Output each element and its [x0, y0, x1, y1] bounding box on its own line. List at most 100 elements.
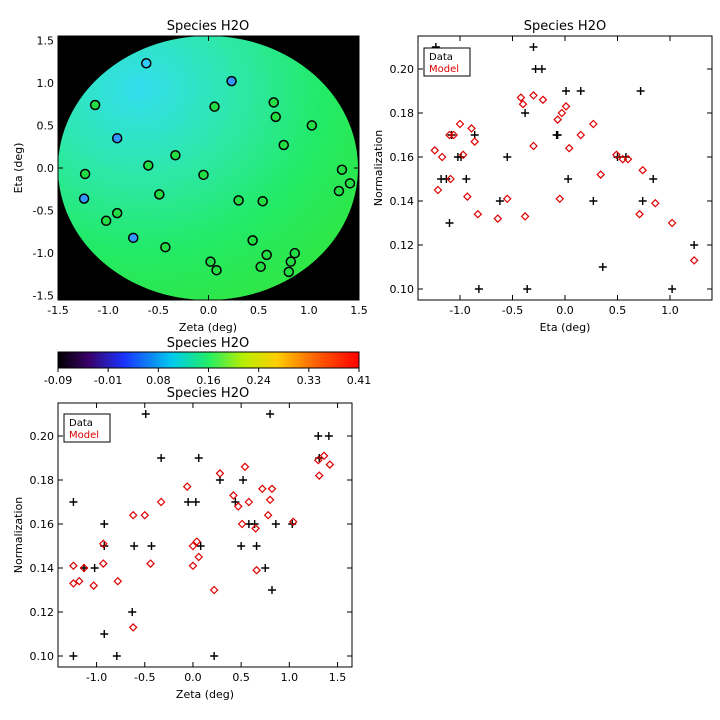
eta-model-point — [589, 119, 598, 129]
eta-ytick-label: 0.10 — [390, 283, 415, 296]
eta-data-point — [495, 197, 504, 205]
eta-ytick-label: 0.14 — [390, 195, 415, 208]
eta-data-point — [636, 87, 645, 95]
zeta-axes: -1.0 -0.5 0.0 0.5 1.0 1.5 0.10 0.12 0.14 0.16 0.18… — [30, 403, 352, 684]
zeta-panel: Species H2O -1.0 -0.5 0.0 0.5 1.0 1.5 0.10 0.12… — [12, 386, 353, 701]
zeta-model-point — [182, 482, 192, 491]
map-point — [79, 168, 91, 180]
zeta-model-point — [215, 469, 225, 478]
map-point — [205, 256, 216, 267]
zeta-legend-data: Data — [69, 418, 93, 429]
eta-data-point — [521, 109, 530, 117]
eta-data-point — [649, 175, 658, 183]
map-point — [344, 178, 356, 189]
eta-model-point — [473, 209, 483, 219]
zeta-model-point — [288, 517, 298, 527]
zeta-model-point — [188, 541, 198, 551]
map-point — [261, 249, 272, 261]
zeta-model-point — [237, 519, 247, 529]
zeta-ytick-label: 0.18 — [30, 474, 55, 487]
map-ytick-label: -1.5 — [33, 290, 54, 303]
eta-data-point — [529, 43, 538, 51]
eta-model-point — [449, 130, 459, 140]
eta-data-point — [576, 87, 585, 95]
eta-data-point — [474, 285, 483, 293]
zeta-ytick-label: 0.12 — [30, 606, 55, 619]
map-point — [111, 207, 123, 219]
map-ytick-label: 1.0 — [37, 77, 55, 90]
zeta-title: Species H2O — [167, 386, 249, 401]
zeta-data-point — [261, 564, 270, 572]
map-ytick-label: 0.5 — [37, 119, 55, 132]
map-point — [270, 111, 281, 123]
eta-data-point — [445, 219, 454, 227]
eta-model-point — [576, 130, 586, 140]
eta-model-point — [518, 99, 528, 109]
zeta-model-point — [69, 561, 78, 571]
eta-xtick-label: -0.5 — [502, 304, 523, 317]
map-point — [198, 169, 209, 181]
eta-data-point — [503, 153, 512, 161]
eta-legend-box — [423, 47, 471, 77]
eta-model-point — [612, 150, 621, 160]
map-ytick-label: 1.5 — [37, 34, 55, 47]
zeta-data-point — [100, 630, 109, 638]
eta-axes: -1.0 -0.5 0.0 0.5 1.0 0.10 0.12 0.14 0.16 0.18 0.2… — [390, 36, 712, 317]
map-xtick-label: 1.0 — [300, 304, 318, 317]
zeta-xtick-label: 1.5 — [329, 671, 347, 684]
zeta-data-point — [196, 542, 205, 550]
map-point — [289, 247, 301, 259]
map-point — [154, 189, 165, 200]
zeta-model-point — [98, 539, 108, 549]
eta-model-point — [470, 137, 480, 146]
zeta-ytick-label: 0.16 — [30, 518, 55, 531]
eta-model-point — [467, 124, 476, 133]
zeta-data-point — [100, 520, 109, 528]
zeta-model-point — [89, 581, 99, 590]
eta-model-point — [463, 192, 472, 201]
eta-model-point — [493, 214, 503, 223]
zeta-data-point — [147, 542, 156, 550]
map-xtick-label: -0.5 — [148, 304, 169, 317]
zeta-data-point — [194, 454, 203, 462]
map-point — [247, 235, 258, 246]
zeta-model-point — [128, 623, 138, 632]
eta-data-point — [668, 285, 677, 293]
eta-model-point — [564, 143, 574, 153]
zeta-model-point — [128, 510, 138, 520]
eta-model-point — [502, 194, 512, 204]
zeta-legend-box — [63, 413, 111, 443]
map-xlabel: Zeta (deg) — [179, 321, 237, 334]
eta-data-point — [537, 65, 546, 73]
eta-model-point — [446, 174, 455, 184]
zeta-model-point — [240, 462, 250, 472]
map-xtick-label: 1.5 — [350, 304, 368, 317]
map-title: Species H2O — [167, 19, 249, 34]
eta-points — [430, 43, 699, 293]
eta-data-point — [447, 131, 456, 139]
zeta-data-point — [271, 520, 280, 528]
zeta-data-point — [184, 498, 193, 506]
map-point — [283, 266, 295, 278]
eta-model-point — [667, 218, 677, 228]
zeta-model-point — [140, 510, 150, 520]
map-point — [100, 215, 112, 227]
eta-model-point — [689, 256, 699, 265]
map-point — [336, 164, 348, 175]
eta-data-point — [598, 263, 607, 271]
zeta-data-point — [112, 652, 121, 660]
zeta-data-point — [130, 542, 139, 550]
eta-xtick-label: 0.0 — [556, 304, 574, 317]
zeta-xtick-label: 1.0 — [281, 671, 299, 684]
eta-model-point — [520, 212, 530, 221]
zeta-model-point — [233, 502, 243, 511]
colorbar-tick-label: 0.16 — [196, 374, 221, 387]
zeta-model-point — [209, 585, 219, 595]
eta-panel: Species H2O -1.0 -0.5 0.0 0.5 1.0 0.10 0.12 0.1… — [372, 19, 713, 334]
zeta-data-point — [157, 454, 166, 462]
colorbar-gradient — [57, 351, 360, 369]
zeta-legend: Data Model — [63, 413, 111, 443]
zeta-model-point — [263, 510, 273, 520]
map-ylabel: Eta (deg) — [12, 143, 25, 194]
zeta-model-point — [156, 497, 166, 507]
